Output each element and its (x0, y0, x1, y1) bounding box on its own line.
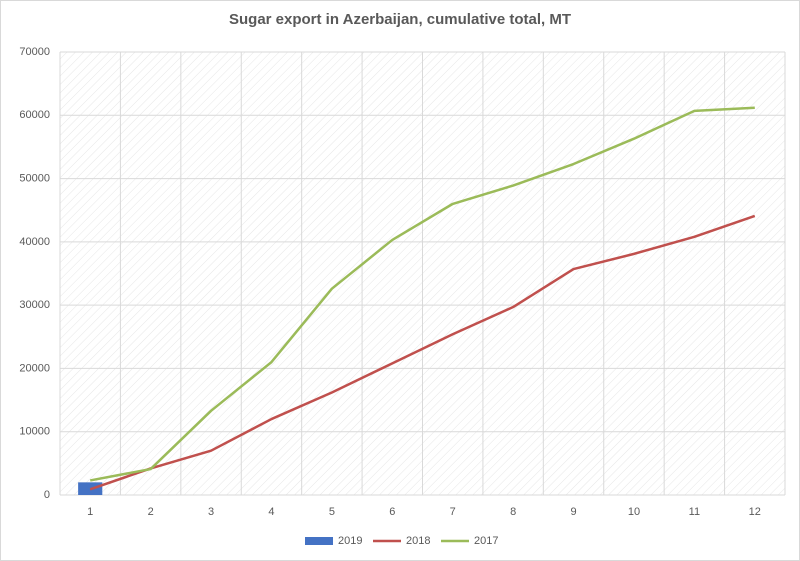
legend-swatch (305, 537, 333, 545)
x-tick-label: 4 (268, 506, 274, 518)
x-tick-label: 12 (749, 506, 761, 518)
x-tick-label: 1 (87, 506, 93, 518)
y-tick-label: 0 (44, 489, 50, 501)
x-tick-label: 5 (329, 506, 335, 518)
legend-label: 2019 (338, 535, 362, 547)
x-tick-label: 10 (628, 506, 640, 518)
y-tick-label: 60000 (19, 109, 50, 121)
x-tick-label: 3 (208, 506, 214, 518)
y-tick-label: 50000 (19, 172, 50, 184)
y-tick-label: 10000 (19, 426, 50, 438)
x-tick-label: 2 (148, 506, 154, 518)
x-tick-label: 11 (689, 506, 700, 518)
x-tick-label: 7 (450, 506, 456, 518)
legend-label: 2017 (474, 535, 498, 547)
y-tick-label: 40000 (19, 236, 50, 248)
x-tick-label: 6 (389, 506, 395, 518)
legend-label: 2018 (406, 535, 430, 547)
x-tick-label: 8 (510, 506, 516, 518)
line-series (89, 214, 756, 491)
line-series (89, 106, 755, 482)
x-tick-label: 9 (570, 506, 576, 518)
y-tick-label: 70000 (19, 46, 50, 58)
y-tick-label: 20000 (19, 362, 50, 374)
chart-title: Sugar export in Azerbaijan, cumulative t… (229, 11, 571, 28)
y-tick-label: 30000 (19, 299, 50, 311)
